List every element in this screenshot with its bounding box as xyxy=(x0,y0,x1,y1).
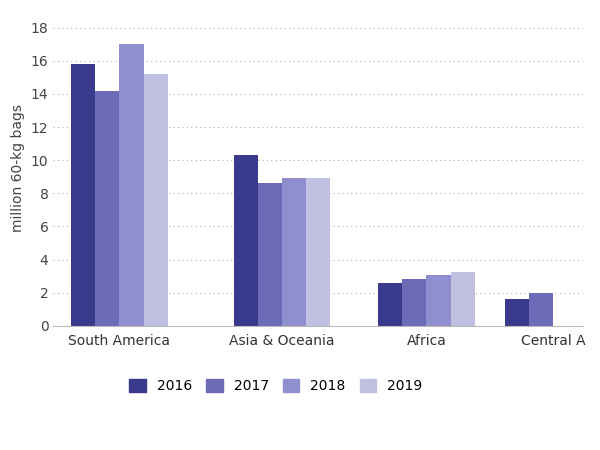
Legend: 2016, 2017, 2018, 2019: 2016, 2017, 2018, 2019 xyxy=(124,374,428,399)
Y-axis label: million 60-kg bags: million 60-kg bags xyxy=(11,104,25,233)
Bar xyxy=(529,292,553,326)
Bar xyxy=(143,74,167,326)
Bar xyxy=(306,178,330,326)
Bar xyxy=(119,44,143,326)
Bar xyxy=(403,279,427,326)
Bar xyxy=(282,178,306,326)
Bar xyxy=(451,272,475,326)
Bar xyxy=(71,64,95,326)
Bar xyxy=(427,275,451,326)
Bar xyxy=(258,183,282,326)
Bar xyxy=(505,299,529,326)
Bar xyxy=(234,155,258,326)
Bar xyxy=(95,90,119,326)
Bar xyxy=(379,283,403,326)
